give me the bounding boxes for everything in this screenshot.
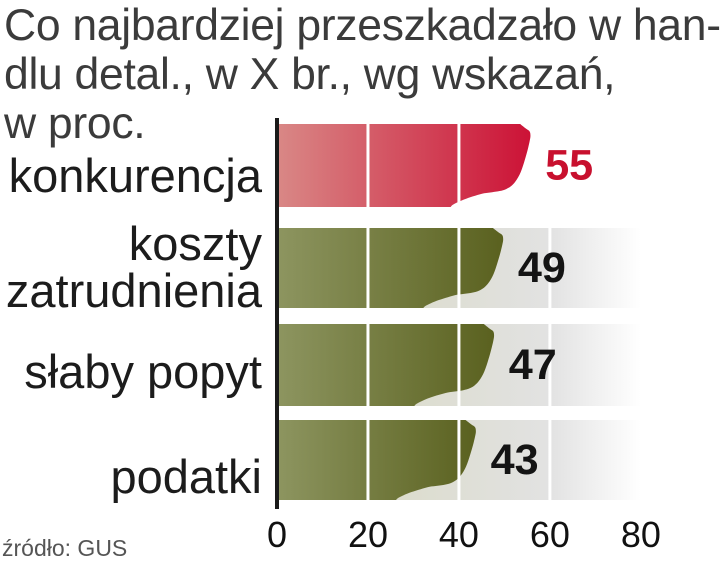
svg-text:47: 47 bbox=[509, 341, 557, 389]
svg-text:0: 0 bbox=[267, 514, 287, 555]
svg-text:43: 43 bbox=[491, 436, 539, 484]
svg-text:60: 60 bbox=[530, 514, 570, 555]
svg-text:80: 80 bbox=[621, 514, 661, 555]
svg-text:20: 20 bbox=[348, 514, 388, 555]
svg-text:40: 40 bbox=[439, 514, 479, 555]
svg-text:55: 55 bbox=[545, 142, 593, 190]
svg-text:49: 49 bbox=[518, 244, 566, 292]
